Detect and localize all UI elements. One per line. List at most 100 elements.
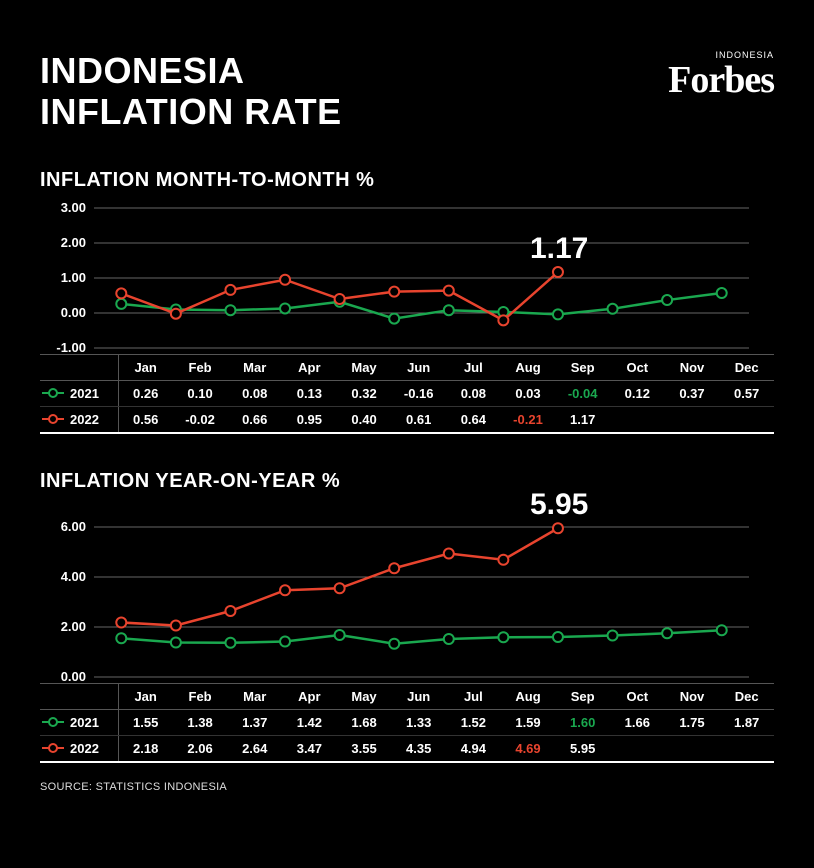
svg-text:6.00: 6.00 [61,519,86,534]
table-cell: 0.37 [665,380,720,406]
svg-text:-1.00: -1.00 [56,340,86,354]
table-cell [719,406,774,433]
chart2-title: INFLATION YEAR-ON-YEAR % [40,470,774,493]
legend-cell-2022: 2022 [40,735,118,762]
logo-main: Forbes [668,58,774,102]
table-cell: 3.55 [337,735,392,762]
table-cell: 5.95 [555,735,610,762]
chart2-table: JanFebMarAprMayJunJulAugSepOctNovDec2021… [40,683,774,763]
month-header: Feb [173,354,228,380]
svg-text:3.00: 3.00 [61,202,86,215]
table-cell: 1.33 [391,709,446,735]
table-cell: 1.38 [173,709,228,735]
chart2-wrap: 0.002.004.006.00 5.95 [40,503,774,683]
table-cell: 0.10 [173,380,228,406]
month-header: Oct [610,354,665,380]
table-cell [665,735,720,762]
month-header: Jun [391,683,446,709]
table-cell: -0.02 [173,406,228,433]
svg-text:1.00: 1.00 [61,270,86,285]
table-cell: 0.12 [610,380,665,406]
month-header: Apr [282,354,337,380]
table-cell: 1.66 [610,709,665,735]
month-header: Jul [446,354,501,380]
legend-year-label: 2022 [70,412,99,427]
legend-year-label: 2022 [70,741,99,756]
table-cell: 0.40 [337,406,392,433]
month-header: Nov [665,354,720,380]
title-line-2: INFLATION RATE [40,91,342,132]
month-header: Aug [501,683,556,709]
forbes-logo: INDONESIA Forbes [668,50,774,102]
table-cell: 1.52 [446,709,501,735]
month-header: Jan [118,683,173,709]
table-cell: 0.64 [446,406,501,433]
page-title: INDONESIA INFLATION RATE [40,50,342,133]
month-header: Apr [282,683,337,709]
chart1-title: INFLATION MONTH-TO-MONTH % [40,169,774,192]
table-cell [610,735,665,762]
chart1-table: JanFebMarAprMayJunJulAugSepOctNovDec 2021… [40,354,774,434]
legend-year-label: 2021 [70,386,99,401]
month-header: Oct [610,683,665,709]
chart-section-yoy: INFLATION YEAR-ON-YEAR % 0.002.004.006.0… [40,470,774,763]
month-header: Aug [501,354,556,380]
table-cell: 2.64 [227,735,282,762]
month-header: Sep [555,354,610,380]
table-cell: 4.69 [501,735,556,762]
table-cell: 1.87 [719,709,774,735]
chart1-wrap: -1.00 0.00 1.00 2.00 3.00 1.17 [40,202,774,354]
table-cell: 3.47 [282,735,337,762]
chart2-callout: 5.95 [530,488,588,522]
table-cell: 0.08 [227,380,282,406]
table-cell: 1.55 [118,709,173,735]
table-cell: 0.13 [282,380,337,406]
table-cell: 0.03 [501,380,556,406]
svg-text:4.00: 4.00 [61,569,86,584]
legend-marker-icon [42,413,64,425]
table-cell [610,406,665,433]
legend-cell-2021: 2021 [40,380,118,406]
svg-text:0.00: 0.00 [61,305,86,320]
legend-cell-2022: 2022 [40,406,118,433]
month-header: May [337,683,392,709]
legend-marker-icon [42,716,64,728]
legend-marker-icon [42,742,64,754]
table-cell: -0.21 [501,406,556,433]
table-cell: 0.57 [719,380,774,406]
table-cell: 0.95 [282,406,337,433]
table-cell: 0.32 [337,380,392,406]
month-header: Jun [391,354,446,380]
chart1-svg: -1.00 0.00 1.00 2.00 3.00 [40,202,759,354]
table-cell [719,735,774,762]
month-header: Mar [227,354,282,380]
table-cell: 1.59 [501,709,556,735]
table-cell: 1.60 [555,709,610,735]
chart1-callout: 1.17 [530,232,588,266]
legend-cell-2021: 2021 [40,709,118,735]
month-header: Jul [446,683,501,709]
svg-text:2.00: 2.00 [61,235,86,250]
month-header: Sep [555,683,610,709]
legend-blank [40,354,118,380]
legend-blank [40,683,118,709]
month-header: May [337,354,392,380]
table-cell: 0.61 [391,406,446,433]
table-cell: -0.04 [555,380,610,406]
title-line-1: INDONESIA [40,50,245,91]
table-cell: -0.16 [391,380,446,406]
month-header: Jan [118,354,173,380]
table-cell: 0.08 [446,380,501,406]
month-header: Mar [227,683,282,709]
table-cell [665,406,720,433]
legend-year-label: 2021 [70,715,99,730]
table-cell: 1.17 [555,406,610,433]
chart2-svg: 0.002.004.006.00 [40,503,759,683]
chart-section-mtm: INFLATION MONTH-TO-MONTH % -1.00 0.00 1.00… [40,169,774,434]
legend-marker-icon [42,387,64,399]
month-header: Nov [665,683,720,709]
table-cell: 1.42 [282,709,337,735]
table-cell: 0.56 [118,406,173,433]
month-header: Dec [719,354,774,380]
table-cell: 0.66 [227,406,282,433]
